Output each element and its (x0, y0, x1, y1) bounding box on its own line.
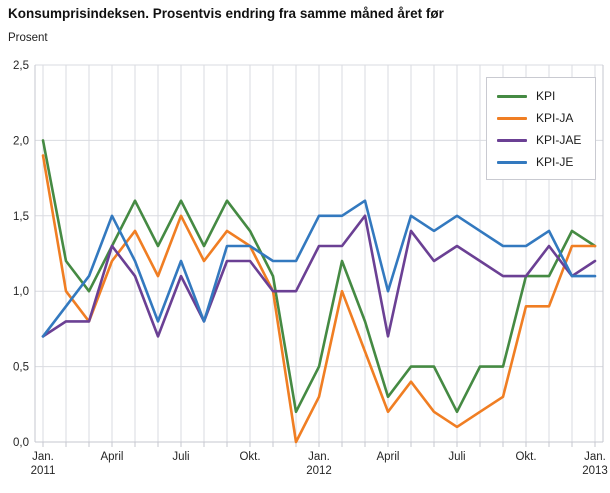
series-line-kpi-je (41, 199, 597, 338)
x-tick-label: April (376, 451, 399, 463)
legend-label: KPI-JE (536, 155, 574, 169)
legend-color-swatch (497, 160, 527, 164)
x-tick-label: Okt. (515, 451, 536, 463)
x-tick-label: Juli (172, 451, 189, 463)
y-tick-label: 2,5 (13, 60, 29, 72)
series-line-kpi (41, 139, 597, 414)
x-tick-label: Jan. 2013 (582, 451, 608, 477)
legend-item-kpi-je: KPI-JE (497, 151, 585, 173)
y-axis-unit-label: Prosent (8, 32, 48, 44)
chart-title: Konsumprisindeksen. Prosentvis endring f… (8, 6, 444, 21)
x-tick-label: Jan. 2012 (306, 451, 332, 477)
legend-item-kpi: KPI (497, 85, 585, 107)
legend-color-swatch (497, 138, 527, 142)
legend-label: KPI-JAE (536, 133, 582, 147)
y-tick-label: 0,0 (13, 437, 29, 449)
y-tick-label: 1,0 (13, 286, 29, 298)
x-tick-label: Okt. (239, 451, 260, 463)
series-line-kpi-ja (41, 154, 597, 444)
legend-color-swatch (497, 116, 527, 120)
y-tick-label: 1,5 (13, 211, 29, 223)
legend: KPI KPI-JA KPI-JAE KPI-JE (486, 77, 596, 180)
x-tick-label: Jan. 2011 (31, 451, 56, 477)
y-tick-label: 0,5 (13, 362, 29, 374)
legend-label: KPI-JA (536, 111, 574, 125)
series-line-kpi-jae (41, 214, 597, 338)
legend-item-kpi-jae: KPI-JAE (497, 129, 585, 151)
legend-label: KPI (536, 89, 556, 103)
y-tick-label: 2,0 (13, 135, 29, 147)
legend-color-swatch (497, 94, 527, 98)
x-tick-label: Juli (448, 451, 465, 463)
x-tick-label: April (100, 451, 123, 463)
legend-item-kpi-ja: KPI-JA (497, 107, 585, 129)
